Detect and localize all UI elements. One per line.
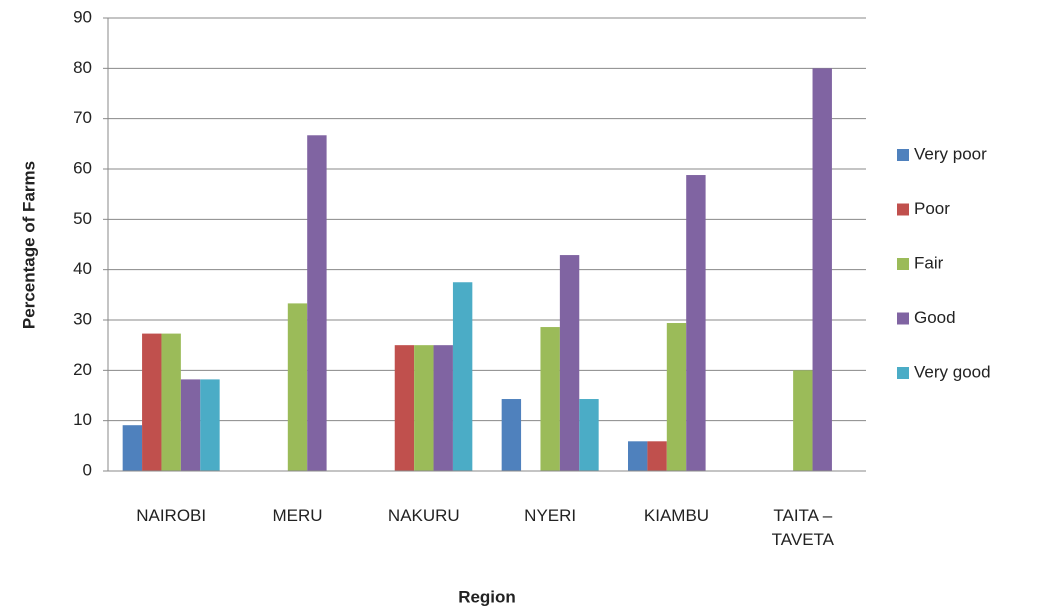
x-tick-label: TAITA – TAVETA (771, 506, 834, 549)
bar (628, 441, 648, 471)
y-tick-label: 10 (73, 410, 92, 429)
bar (559, 255, 580, 471)
bar (812, 68, 832, 471)
legend-swatch (897, 258, 909, 270)
y-tick-label: 70 (73, 108, 92, 127)
legend-label: Very good (914, 362, 991, 381)
legend-swatch (897, 203, 909, 216)
bar (307, 135, 327, 471)
y-tick-label: 60 (73, 158, 92, 177)
bar (579, 399, 599, 471)
bar (161, 333, 181, 471)
bar (666, 323, 687, 471)
x-tick-label: NAKURU (387, 506, 460, 525)
y-tick-label: 80 (73, 58, 92, 77)
bar (686, 175, 706, 472)
y-tick-label: 40 (73, 259, 92, 278)
y-tick-label: 90 (73, 7, 92, 26)
legend-swatch (897, 312, 909, 325)
y-tick-label: 30 (73, 309, 92, 328)
legend-label: Fair (914, 253, 944, 272)
bar (540, 327, 560, 471)
bar (142, 333, 162, 471)
y-tick-label: 0 (83, 460, 92, 479)
legend-swatch (897, 149, 909, 161)
bar (200, 379, 220, 471)
x-tick-label: NYERI (524, 506, 577, 525)
y-tick-label: 50 (73, 209, 92, 228)
x-tick-label: NAIROBI (136, 506, 207, 525)
bar (793, 370, 813, 471)
bar (180, 379, 201, 471)
bar (501, 399, 522, 471)
y-axis-title: Percentage of Farms (19, 161, 38, 329)
x-tick-label: KIAMBU (643, 506, 710, 525)
bar (433, 345, 453, 471)
y-tick-label: 20 (73, 360, 92, 379)
bar (647, 441, 667, 471)
bar (394, 345, 415, 471)
legend-label: Good (914, 308, 956, 327)
bar (287, 303, 308, 471)
x-axis-title: Region (458, 587, 516, 606)
bar (414, 345, 434, 471)
legend-label: Poor (914, 199, 950, 218)
legend-label: Very poor (914, 144, 987, 163)
bar (122, 425, 143, 471)
x-tick-label: MERU (272, 506, 323, 525)
bar (452, 282, 473, 471)
legend-swatch (897, 367, 909, 379)
